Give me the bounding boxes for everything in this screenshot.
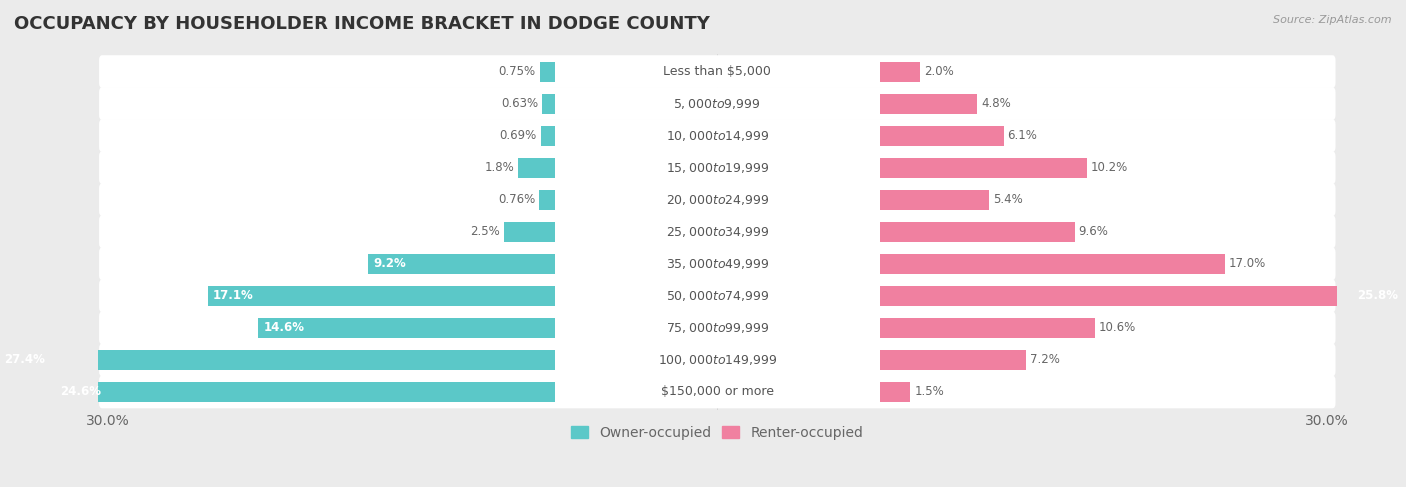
- Text: $75,000 to $99,999: $75,000 to $99,999: [665, 321, 769, 335]
- Text: 1.8%: 1.8%: [485, 161, 515, 174]
- Text: 9.6%: 9.6%: [1078, 225, 1108, 238]
- Text: $10,000 to $14,999: $10,000 to $14,999: [665, 129, 769, 143]
- Text: 0.63%: 0.63%: [501, 97, 538, 110]
- Text: Source: ZipAtlas.com: Source: ZipAtlas.com: [1274, 15, 1392, 25]
- Text: 10.2%: 10.2%: [1091, 161, 1128, 174]
- Bar: [0, 350, 555, 370]
- Text: OCCUPANCY BY HOUSEHOLDER INCOME BRACKET IN DODGE COUNTY: OCCUPANCY BY HOUSEHOLDER INCOME BRACKET …: [14, 15, 710, 33]
- Bar: [880, 222, 1074, 242]
- FancyBboxPatch shape: [98, 151, 1336, 184]
- Text: 10.6%: 10.6%: [1099, 321, 1136, 335]
- Text: $150,000 or more: $150,000 or more: [661, 386, 773, 398]
- Bar: [259, 318, 555, 338]
- Bar: [880, 350, 1026, 370]
- Text: 2.0%: 2.0%: [924, 65, 955, 78]
- FancyBboxPatch shape: [98, 344, 1336, 376]
- Bar: [880, 318, 1095, 338]
- Text: Less than $5,000: Less than $5,000: [664, 65, 772, 78]
- FancyBboxPatch shape: [98, 247, 1336, 280]
- FancyBboxPatch shape: [98, 184, 1336, 216]
- Bar: [880, 158, 1087, 178]
- Bar: [543, 94, 555, 113]
- Text: $25,000 to $34,999: $25,000 to $34,999: [665, 225, 769, 239]
- FancyBboxPatch shape: [98, 55, 1336, 88]
- Bar: [540, 190, 555, 210]
- Text: 17.1%: 17.1%: [212, 289, 253, 302]
- Bar: [880, 62, 921, 81]
- Bar: [541, 126, 555, 146]
- Bar: [880, 190, 990, 210]
- Text: 0.75%: 0.75%: [499, 65, 536, 78]
- Text: 25.8%: 25.8%: [1357, 289, 1399, 302]
- Legend: Owner-occupied, Renter-occupied: Owner-occupied, Renter-occupied: [565, 420, 869, 445]
- Bar: [880, 94, 977, 113]
- FancyBboxPatch shape: [98, 87, 1336, 120]
- Text: 1.5%: 1.5%: [914, 386, 943, 398]
- Text: $50,000 to $74,999: $50,000 to $74,999: [665, 289, 769, 303]
- Text: 17.0%: 17.0%: [1229, 257, 1267, 270]
- Text: $15,000 to $19,999: $15,000 to $19,999: [665, 161, 769, 175]
- Text: 24.6%: 24.6%: [60, 386, 101, 398]
- Bar: [880, 126, 1004, 146]
- Text: 14.6%: 14.6%: [263, 321, 305, 335]
- FancyBboxPatch shape: [98, 215, 1336, 248]
- Text: $5,000 to $9,999: $5,000 to $9,999: [673, 96, 761, 111]
- Text: $100,000 to $149,999: $100,000 to $149,999: [658, 353, 778, 367]
- Text: 6.1%: 6.1%: [1008, 129, 1038, 142]
- Text: 0.69%: 0.69%: [499, 129, 537, 142]
- FancyBboxPatch shape: [98, 312, 1336, 344]
- Bar: [540, 62, 555, 81]
- Text: $20,000 to $24,999: $20,000 to $24,999: [665, 193, 769, 207]
- Text: 2.5%: 2.5%: [470, 225, 501, 238]
- Text: 9.2%: 9.2%: [373, 257, 406, 270]
- Bar: [880, 254, 1225, 274]
- Bar: [519, 158, 555, 178]
- Text: 5.4%: 5.4%: [994, 193, 1024, 206]
- Text: 7.2%: 7.2%: [1031, 354, 1060, 366]
- Text: 27.4%: 27.4%: [4, 354, 45, 366]
- Text: $35,000 to $49,999: $35,000 to $49,999: [665, 257, 769, 271]
- Text: 4.8%: 4.8%: [981, 97, 1011, 110]
- Bar: [880, 382, 910, 402]
- Bar: [880, 286, 1403, 306]
- FancyBboxPatch shape: [98, 119, 1336, 152]
- Bar: [505, 222, 555, 242]
- Bar: [368, 254, 555, 274]
- Bar: [55, 382, 555, 402]
- Text: 0.76%: 0.76%: [498, 193, 536, 206]
- Bar: [208, 286, 555, 306]
- FancyBboxPatch shape: [98, 375, 1336, 408]
- FancyBboxPatch shape: [98, 280, 1336, 312]
